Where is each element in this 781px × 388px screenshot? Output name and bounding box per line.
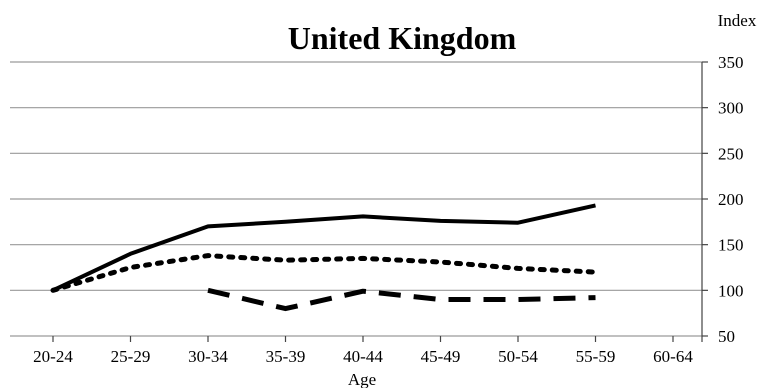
x-tick-label: 35-39	[266, 347, 306, 366]
y-tick-label: 300	[718, 99, 744, 118]
x-axis: 20-24 25-29 30-34 35-39 40-44 45-49 50-54 55-59…	[33, 336, 693, 366]
x-tick-label: 45-49	[421, 347, 461, 366]
y-tick-label: 350	[718, 53, 744, 72]
y-tick-label: 100	[718, 281, 744, 300]
gridlines	[10, 61, 702, 337]
x-tick-label: 20-24	[33, 347, 73, 366]
y-tick-label: 200	[718, 190, 744, 209]
x-tick-label: 30-34	[188, 347, 228, 366]
y-axis: 50 100 150 200 250 300 350	[701, 53, 744, 346]
series-lines	[50, 203, 598, 312]
chart-title: United Kingdom	[288, 20, 517, 56]
x-tick-label: 50-54	[498, 347, 538, 366]
series-line-solid	[52, 203, 596, 293]
x-tick-label: 60-64	[653, 347, 693, 366]
x-axis-label: Age	[348, 370, 376, 388]
y-tick-label: 150	[718, 236, 744, 255]
x-tick-label: 40-44	[343, 347, 383, 366]
x-tick-label: 55-59	[576, 347, 616, 366]
y-tick-label: 50	[718, 327, 735, 346]
y-axis-label: Index	[718, 11, 757, 30]
series-line-dotted	[50, 253, 598, 293]
series-line-dashed	[207, 287, 596, 312]
y-tick-label: 250	[718, 144, 744, 163]
x-tick-label: 25-29	[111, 347, 151, 366]
